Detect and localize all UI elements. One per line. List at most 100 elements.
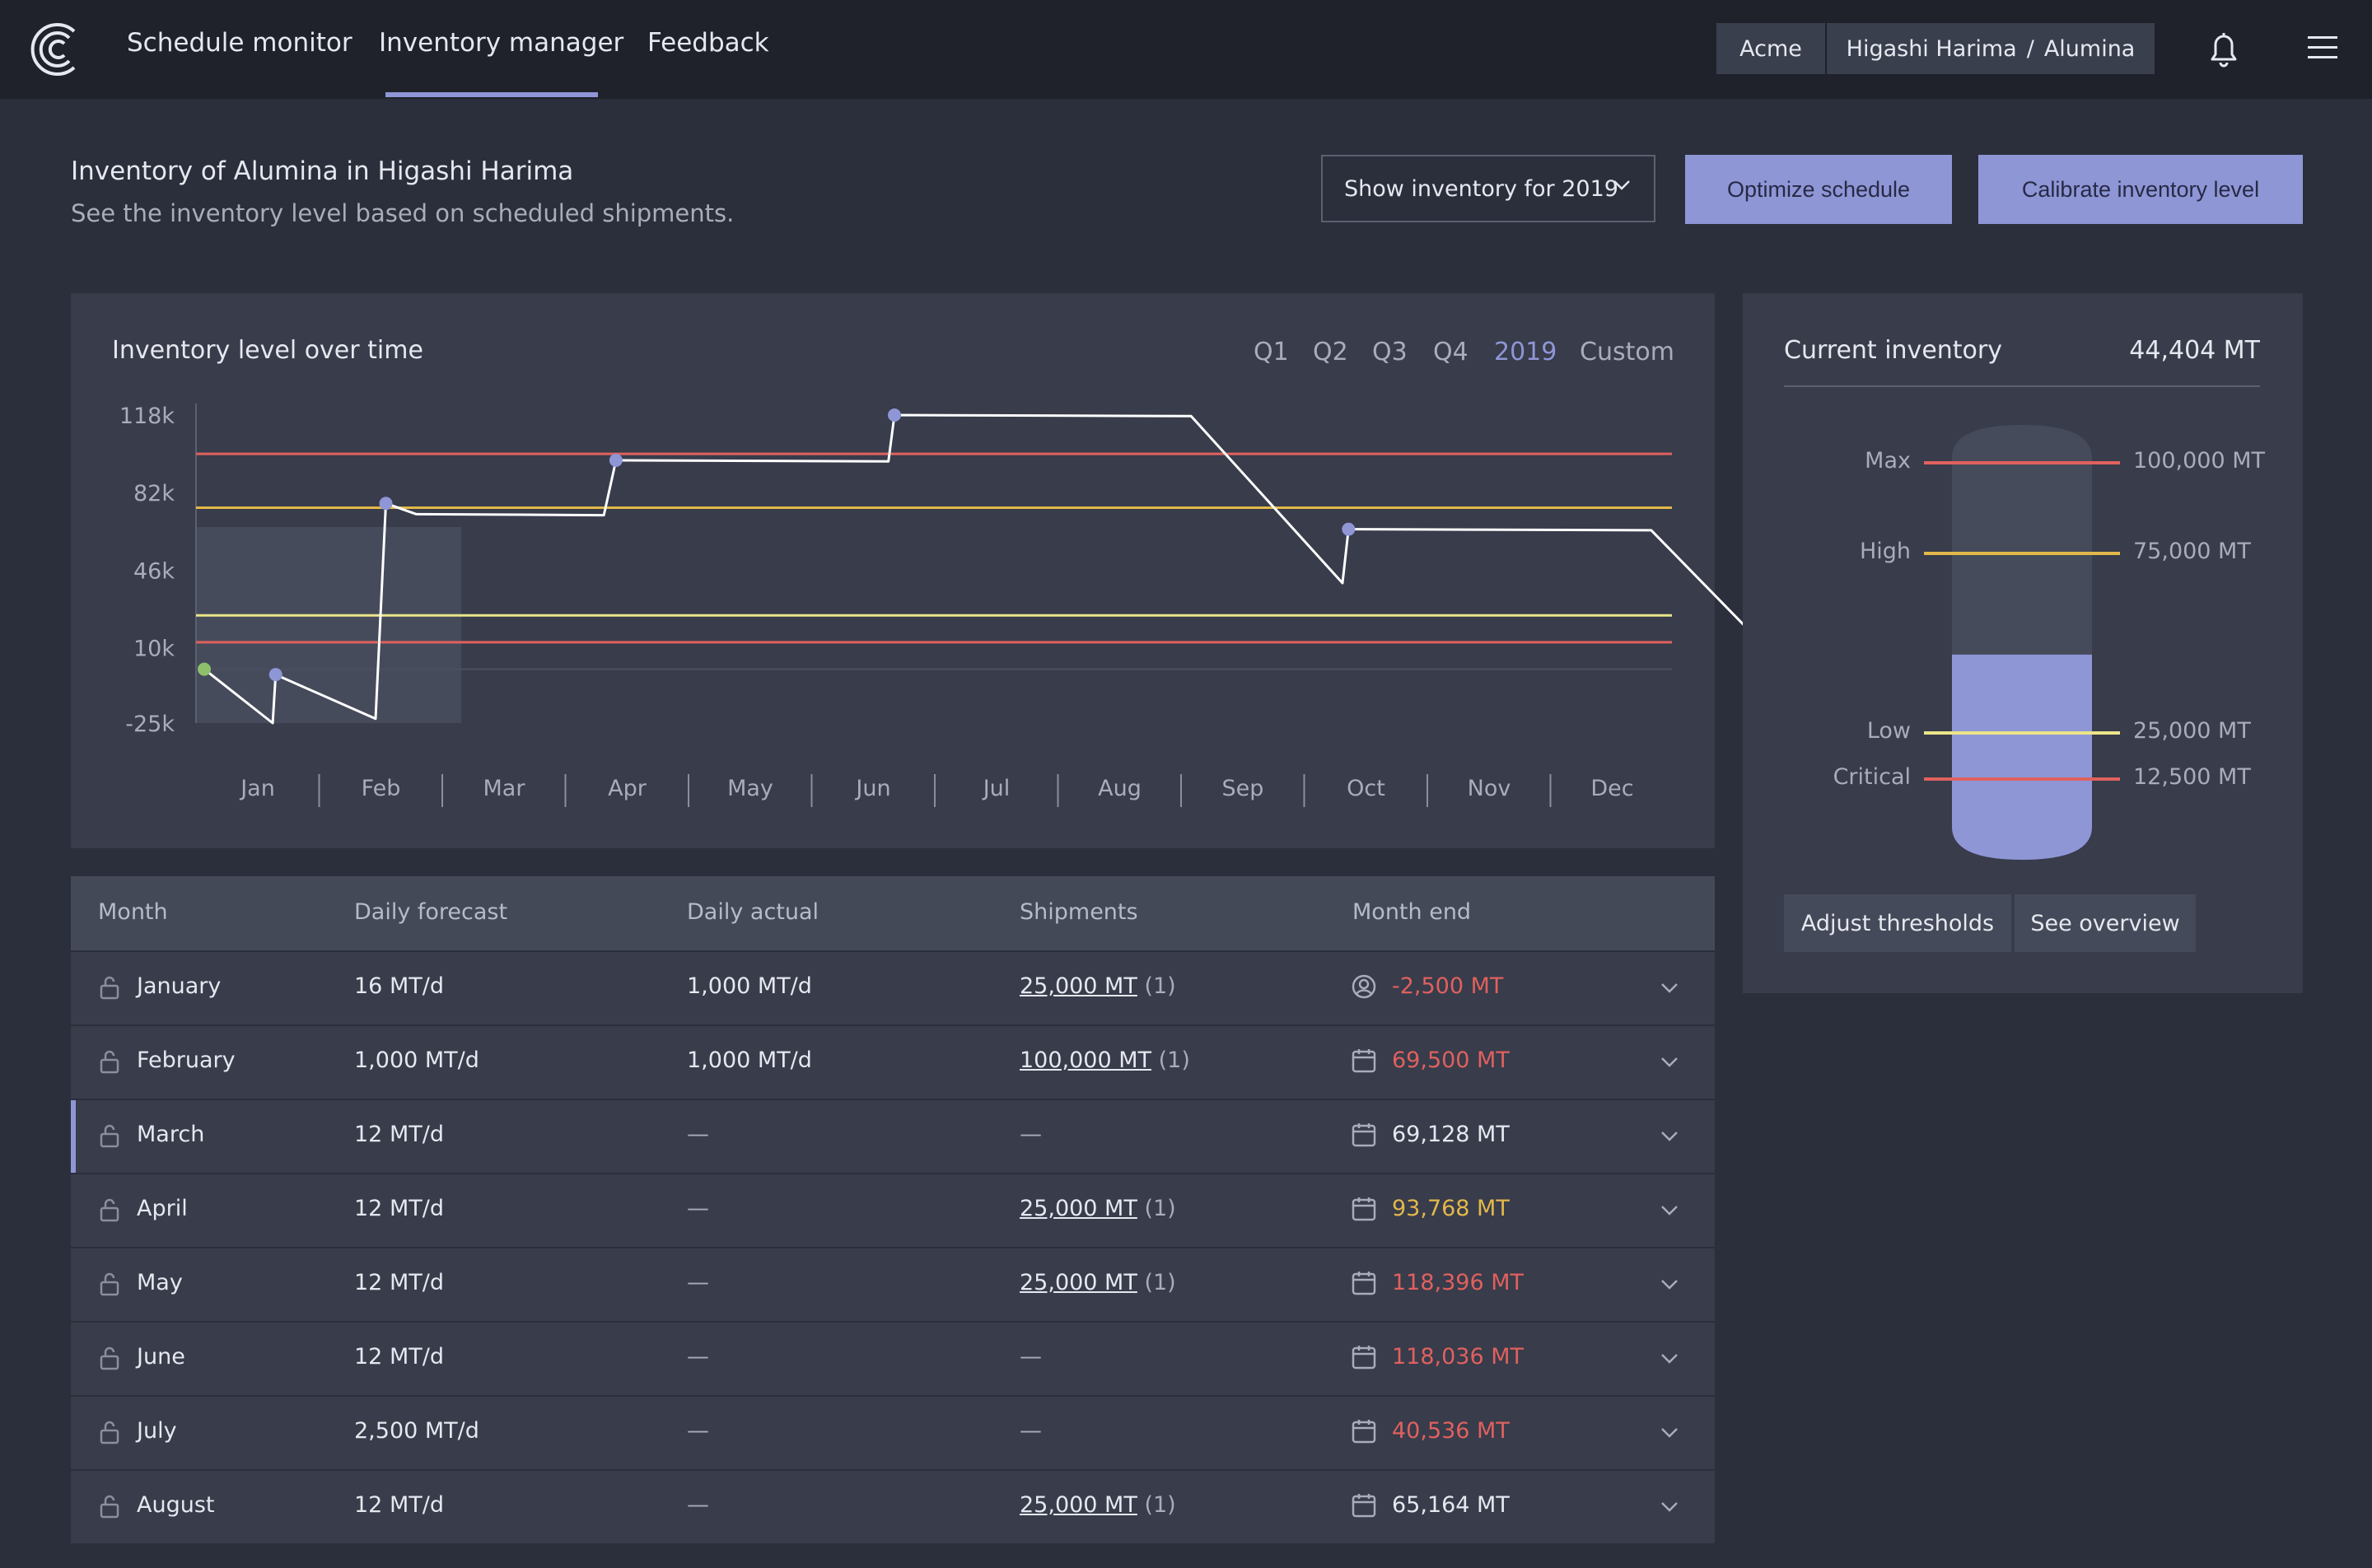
calendar-icon [1351, 1344, 1377, 1370]
daily-forecast-cell: 2,500 MT/d [354, 1418, 479, 1444]
month-cell: June [137, 1344, 185, 1370]
month-cell: August [137, 1492, 215, 1518]
lock-icon[interactable] [99, 1049, 120, 1074]
th-daily-actual: Daily actual [687, 899, 819, 925]
table-row[interactable]: June 12 MT/d — — 118,036 MT [71, 1321, 1715, 1395]
year-select[interactable]: Show inventory for 2019 [1321, 155, 1655, 222]
org-site-material-button[interactable]: Higashi Harima / Alumina [1827, 23, 2155, 74]
shipments-cell[interactable]: 25,000 MT (1) [1020, 1270, 1176, 1295]
expand-row-chevron-down-icon[interactable] [1660, 1130, 1679, 1143]
nav-feedback[interactable]: Feedback [647, 28, 769, 58]
lock-icon[interactable] [99, 975, 120, 1000]
org-company-button[interactable]: Acme [1716, 23, 1825, 74]
lock-icon[interactable] [99, 1123, 120, 1148]
daily-actual-cell: — [687, 1270, 709, 1295]
threshold-label-low: Low [1866, 718, 1911, 744]
lock-icon[interactable] [99, 1494, 120, 1519]
daily-forecast-cell: 12 MT/d [354, 1196, 444, 1221]
range-tab-2019[interactable]: 2019 [1494, 338, 1557, 366]
shipments-cell[interactable]: 25,000 MT (1) [1020, 1492, 1176, 1518]
lock-icon[interactable] [99, 1272, 120, 1296]
nav-active-indicator [385, 92, 598, 97]
table-header: Month Daily forecast Daily actual Shipme… [71, 876, 1715, 950]
calendar-icon [1351, 1048, 1377, 1074]
expand-row-chevron-down-icon[interactable] [1660, 1500, 1679, 1514]
daily-forecast-cell: 12 MT/d [354, 1270, 444, 1295]
shipment-link[interactable]: 25,000 MT [1020, 1492, 1137, 1518]
daily-actual-cell: — [687, 1344, 709, 1370]
org-site-label: Higashi Harima [1846, 35, 2017, 62]
range-tab-q1[interactable]: Q1 [1254, 338, 1289, 366]
table-row[interactable]: July 2,500 MT/d — — 40,536 MT [71, 1395, 1715, 1469]
th-shipments: Shipments [1020, 899, 1138, 925]
range-tab-q3[interactable]: Q3 [1372, 338, 1408, 366]
shipment-count: (1) [1137, 1492, 1176, 1518]
page-subtitle: See the inventory level based on schedul… [71, 199, 735, 227]
year-select-label: Show inventory for 2019 [1344, 175, 1618, 202]
see-overview-button[interactable]: See overview [2015, 894, 2196, 952]
threshold-label-critical: Critical [1833, 764, 1911, 790]
shipment-link[interactable]: 100,000 MT [1020, 1048, 1152, 1073]
month-cell: May [137, 1270, 183, 1295]
daily-forecast-cell: 12 MT/d [354, 1122, 444, 1147]
expand-row-chevron-down-icon[interactable] [1660, 1278, 1679, 1291]
table-body: January 16 MT/d 1,000 MT/d 25,000 MT (1) -2,… [71, 950, 1715, 1543]
chevron-down-icon [1613, 180, 1630, 190]
expand-row-chevron-down-icon[interactable] [1660, 1352, 1679, 1365]
th-month-end: Month end [1352, 899, 1472, 925]
table-row[interactable]: February 1,000 MT/d 1,000 MT/d 100,000 MT (… [71, 1024, 1715, 1099]
table-row[interactable]: April 12 MT/d — 25,000 MT (1) 93,768 MT [71, 1173, 1715, 1247]
month-end-cell: 93,768 MT [1392, 1196, 1510, 1221]
threshold-label-max: Max [1865, 448, 1911, 474]
calibrate-inventory-button[interactable]: Calibrate inventory level [1978, 155, 2303, 224]
th-daily-forecast: Daily forecast [354, 899, 508, 925]
optimize-schedule-button[interactable]: Optimize schedule [1685, 155, 1952, 224]
shipments-cell: — [1020, 1344, 1042, 1370]
month-end-cell: 69,128 MT [1392, 1122, 1510, 1147]
expand-row-chevron-down-icon[interactable] [1660, 1426, 1679, 1440]
lock-icon[interactable] [99, 1420, 120, 1444]
nav-schedule-monitor[interactable]: Schedule monitor [127, 28, 353, 58]
threshold-label-high: High [1859, 539, 1911, 564]
shipment-link[interactable]: 25,000 MT [1020, 973, 1137, 999]
th-month: Month [98, 899, 168, 925]
threshold-value-low: 25,000 MT [2133, 718, 2251, 744]
month-cell: March [137, 1122, 205, 1147]
range-tab-q4[interactable]: Q4 [1433, 338, 1468, 366]
month-cell: February [137, 1048, 236, 1073]
table-row[interactable]: May 12 MT/d — 25,000 MT (1) 118,396 MT [71, 1247, 1715, 1321]
month-end-cell: 65,164 MT [1392, 1492, 1510, 1518]
daily-actual-cell: 1,000 MT/d [687, 973, 812, 999]
bell-icon[interactable] [2204, 28, 2244, 69]
app-logo-icon[interactable] [26, 18, 86, 81]
month-cell: July [137, 1418, 177, 1444]
calendar-icon [1351, 1492, 1377, 1519]
month-end-cell: 118,396 MT [1392, 1270, 1525, 1295]
shipment-link[interactable]: 25,000 MT [1020, 1196, 1137, 1221]
daily-actual-cell: 1,000 MT/d [687, 1048, 812, 1073]
lock-icon[interactable] [99, 1197, 120, 1222]
table-row[interactable]: March 12 MT/d — — 69,128 MT [71, 1099, 1715, 1173]
range-tab-custom[interactable]: Custom [1580, 338, 1674, 366]
expand-row-chevron-down-icon[interactable] [1660, 1204, 1679, 1217]
shipments-cell[interactable]: 25,000 MT (1) [1020, 1196, 1176, 1221]
shipments-cell[interactable]: 100,000 MT (1) [1020, 1048, 1190, 1073]
current-inventory-title: Current inventory [1784, 336, 2002, 365]
user-circle-icon [1351, 973, 1377, 1000]
table-row[interactable]: January 16 MT/d 1,000 MT/d 25,000 MT (1) -2,… [71, 950, 1715, 1024]
shipment-link[interactable]: 25,000 MT [1020, 1270, 1137, 1295]
daily-actual-cell: — [687, 1492, 709, 1518]
adjust-thresholds-button[interactable]: Adjust thresholds [1784, 894, 2011, 952]
nav-inventory-manager[interactable]: Inventory manager [379, 28, 624, 58]
expand-row-chevron-down-icon[interactable] [1660, 982, 1679, 995]
lock-icon[interactable] [99, 1346, 120, 1370]
hamburger-menu-icon[interactable] [2306, 33, 2339, 63]
table-row[interactable]: August 12 MT/d — 25,000 MT (1) 65,164 MT [71, 1469, 1715, 1543]
shipments-cell: — [1020, 1418, 1042, 1444]
expand-row-chevron-down-icon[interactable] [1660, 1056, 1679, 1069]
org-material-label: Alumina [2043, 35, 2136, 62]
range-tab-q2[interactable]: Q2 [1313, 338, 1348, 366]
daily-actual-cell: — [687, 1418, 709, 1444]
daily-forecast-cell: 16 MT/d [354, 973, 444, 999]
shipments-cell[interactable]: 25,000 MT (1) [1020, 973, 1176, 999]
